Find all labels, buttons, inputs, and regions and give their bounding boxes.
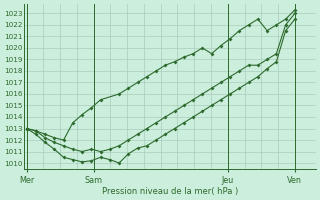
X-axis label: Pression niveau de la mer( hPa ): Pression niveau de la mer( hPa ): [102, 187, 238, 196]
